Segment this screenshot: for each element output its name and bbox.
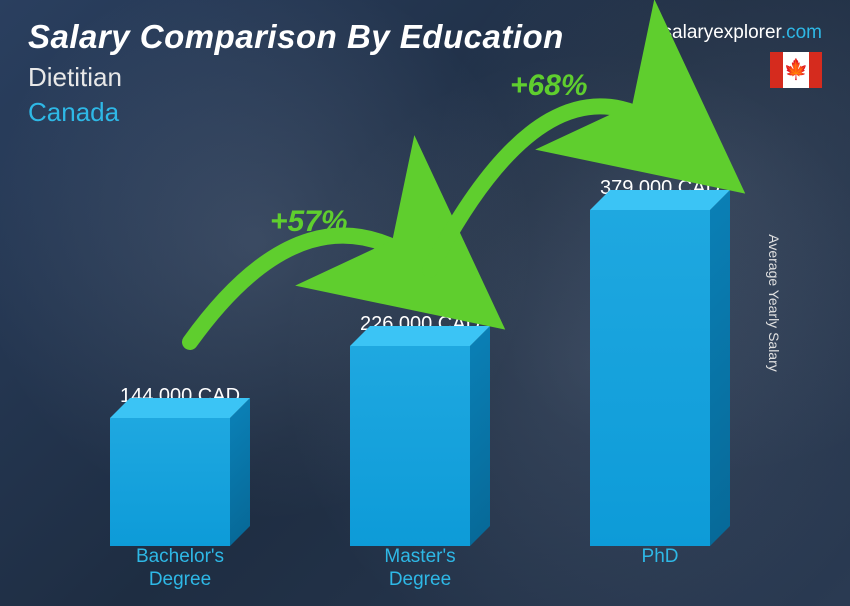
brand-suffix: .com xyxy=(781,22,822,43)
x-label: PhD xyxy=(560,546,760,592)
bar-3d xyxy=(350,346,490,546)
bar-side xyxy=(470,326,490,546)
flag-center: 🍁 xyxy=(783,52,809,88)
flag-bar-right xyxy=(809,52,822,88)
bars-container: 144,000 CAD226,000 CAD379,000 CAD xyxy=(60,150,780,546)
bar-group: 226,000 CAD xyxy=(320,313,520,546)
bar-group: 144,000 CAD xyxy=(80,385,280,546)
brand-logo: salaryexplorer.com xyxy=(663,22,822,44)
bar-3d xyxy=(110,418,250,546)
bar-group: 379,000 CAD xyxy=(560,177,760,546)
country-label: Canada xyxy=(28,97,822,128)
bar-top xyxy=(350,326,490,346)
brand-main: salaryexplorer xyxy=(663,22,781,43)
bar-side xyxy=(230,398,250,546)
bar-side xyxy=(710,190,730,546)
bar-front xyxy=(110,418,230,546)
arc-percentage-label: +57% xyxy=(270,205,348,239)
flag-canada: 🍁 xyxy=(770,52,822,88)
subtitle: Dietitian xyxy=(28,62,822,93)
x-labels-container: Bachelor'sDegree Master'sDegree PhD xyxy=(60,546,780,592)
arc-percentage-label: +68% xyxy=(510,69,588,103)
bar-front xyxy=(350,346,470,546)
x-label: Master'sDegree xyxy=(320,546,520,592)
bar-3d xyxy=(590,210,730,546)
salary-bar-chart: 144,000 CAD226,000 CAD379,000 CAD Bachel… xyxy=(60,150,780,592)
bar-top xyxy=(590,190,730,210)
maple-leaf-icon: 🍁 xyxy=(784,60,809,80)
bar-front xyxy=(590,210,710,546)
flag-bar-left xyxy=(770,52,783,88)
bar-top xyxy=(110,398,250,418)
x-label: Bachelor'sDegree xyxy=(80,546,280,592)
